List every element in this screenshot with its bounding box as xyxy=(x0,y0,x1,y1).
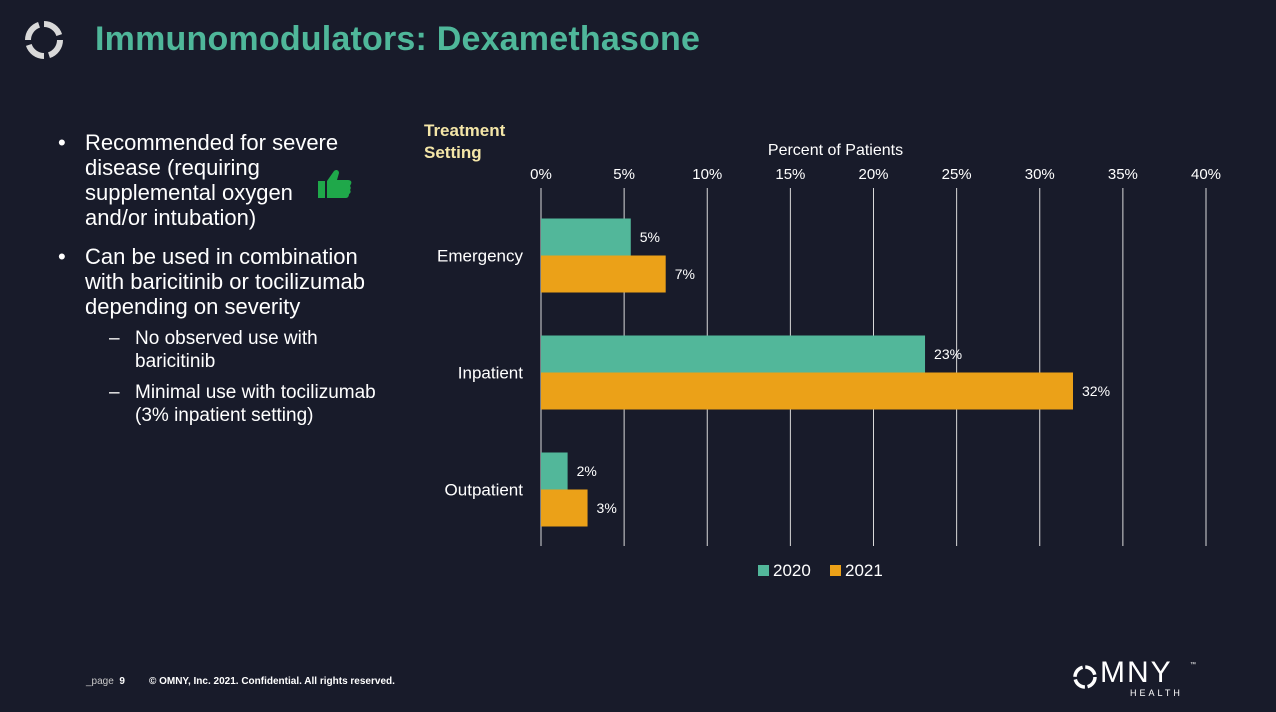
bullet-glyph: • xyxy=(58,130,66,155)
bar-2021 xyxy=(541,489,588,527)
slide-title: Immunomodulators: Dexamethasone xyxy=(95,20,701,58)
brand-trademark: ™ xyxy=(1190,662,1196,668)
bullet-item: • Can be used in combination with barici… xyxy=(58,244,378,427)
data-label: 32% xyxy=(1082,383,1110,399)
x-tick-label: 10% xyxy=(692,166,722,183)
data-label: 23% xyxy=(934,346,962,362)
brand-subtitle: HEALTH xyxy=(1130,688,1183,698)
category-label: Inpatient xyxy=(458,364,523,383)
page-label: _page xyxy=(86,676,114,687)
bullet-text: Recommended for severe disease (requirin… xyxy=(85,130,339,230)
brand-o-icon xyxy=(1073,665,1097,689)
category-label: Outpatient xyxy=(445,481,524,500)
footer: _page 9 © OMNY, Inc. 2021. Confidential. … xyxy=(86,676,395,687)
x-axis-title: Percent of Patients xyxy=(768,142,903,159)
bullet-glyph: • xyxy=(58,244,66,269)
page-number: 9 xyxy=(119,676,125,687)
legend-label: 2020 xyxy=(773,561,811,580)
x-tick-label: 25% xyxy=(942,166,972,183)
x-tick-label: 20% xyxy=(858,166,888,183)
sub-bullet-item: – No observed use with baricitinib xyxy=(85,327,378,373)
bullet-text: Can be used in combination with bariciti… xyxy=(85,244,365,319)
bar-2021 xyxy=(541,255,666,293)
sub-bullet-text: Minimal use with tocilizumab (3% inpatie… xyxy=(135,382,376,426)
bullet-list: • Recommended for severe disease (requir… xyxy=(58,130,378,441)
page-indicator: _page 9 xyxy=(86,676,125,687)
data-label: 3% xyxy=(597,500,617,516)
dash-glyph: – xyxy=(109,328,120,349)
category-label: Emergency xyxy=(437,247,523,266)
legend-swatch xyxy=(758,565,769,576)
sub-bullet-text: No observed use with baricitinib xyxy=(135,328,318,372)
thumbs-up-icon xyxy=(318,169,352,198)
copyright-text: © OMNY, Inc. 2021. Confidential. All rig… xyxy=(148,676,395,687)
x-tick-label: 5% xyxy=(613,166,635,183)
bar-2021 xyxy=(541,372,1073,410)
data-label: 2% xyxy=(577,463,597,479)
bullet-item: • Recommended for severe disease (requir… xyxy=(58,130,378,230)
data-label: 7% xyxy=(675,266,695,282)
x-tick-label: 15% xyxy=(775,166,805,183)
bar-2020 xyxy=(541,335,926,373)
x-tick-label: 35% xyxy=(1108,166,1138,183)
bar-chart: Percent of Patients 0% 5% 10% 15% 20% 25% 30% 35… xyxy=(437,142,1221,580)
sub-bullet-item: – Minimal use with tocilizumab (3% inpat… xyxy=(85,381,378,427)
brand-name: MNY xyxy=(1100,656,1173,689)
brand-logo: MNY ™ HEALTH xyxy=(1072,656,1196,702)
logo-ring-icon xyxy=(25,21,63,59)
x-tick-label: 40% xyxy=(1191,166,1221,183)
legend-swatch xyxy=(830,565,841,576)
bar-2020 xyxy=(541,452,568,490)
category-axis-title: Treatment Setting xyxy=(424,121,506,162)
dash-glyph: – xyxy=(109,382,120,403)
data-label: 5% xyxy=(640,229,660,245)
x-tick-label: 0% xyxy=(530,166,552,183)
x-tick-label: 30% xyxy=(1025,166,1055,183)
bar-2020 xyxy=(541,218,631,256)
legend-label: 2021 xyxy=(845,561,883,580)
